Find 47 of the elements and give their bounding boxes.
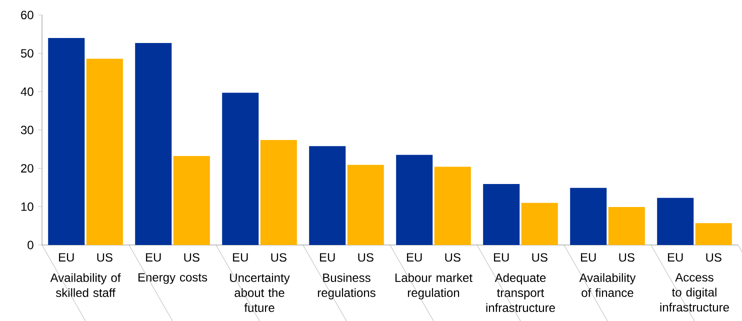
bar: [86, 58, 123, 245]
bar: [347, 164, 384, 245]
y-tick-label: 50: [20, 49, 34, 58]
text: EU: [320, 253, 335, 262]
bar: [695, 223, 732, 245]
x-tick-label: Business regulations: [318, 273, 376, 300]
x-tick-label: Energy costs: [138, 273, 208, 284]
text: US: [271, 253, 286, 262]
bar: [135, 42, 172, 245]
x-tick-label: Adequate transport infrastructure: [486, 273, 555, 312]
bar: [608, 207, 645, 245]
y-tick-label: 30: [20, 126, 34, 134]
text: US: [184, 253, 200, 262]
text: US: [532, 253, 548, 262]
y-tick-label: 40: [20, 87, 34, 96]
bar: [434, 166, 471, 245]
text: EU: [668, 253, 683, 262]
bar: [222, 92, 259, 245]
y-tick-label: 20: [21, 164, 34, 173]
text: EU: [494, 253, 509, 262]
y-tick-label: 0: [28, 240, 34, 250]
text: US: [445, 253, 460, 262]
text: EU: [407, 253, 422, 262]
text: EU: [146, 253, 161, 262]
bar: [521, 202, 558, 245]
bar: [396, 154, 433, 245]
x-tick-label: Uncertainty about the future: [230, 273, 290, 312]
text: US: [358, 253, 374, 262]
y-tick-label: 60: [21, 10, 34, 20]
series-label: US: [97, 253, 112, 262]
text: EU: [233, 253, 248, 262]
bar: [309, 146, 346, 245]
bar: [48, 38, 85, 245]
text: EU: [581, 253, 596, 262]
x-tick-label: Availability of skilled staff: [50, 273, 121, 297]
x-tick-label: Labour market regulation: [395, 273, 472, 300]
y-tick-label: 10: [21, 202, 34, 211]
text: US: [619, 253, 634, 262]
bar: [260, 140, 297, 245]
bar: [657, 198, 694, 245]
x-tick-label: Availability of finance: [579, 273, 636, 297]
bar: [173, 156, 210, 245]
bar: [570, 188, 607, 245]
bar: [483, 184, 520, 245]
text: US: [706, 253, 722, 262]
series-label: EU: [59, 253, 74, 262]
x-tick-label: Access to digital infrastructure: [660, 273, 729, 312]
